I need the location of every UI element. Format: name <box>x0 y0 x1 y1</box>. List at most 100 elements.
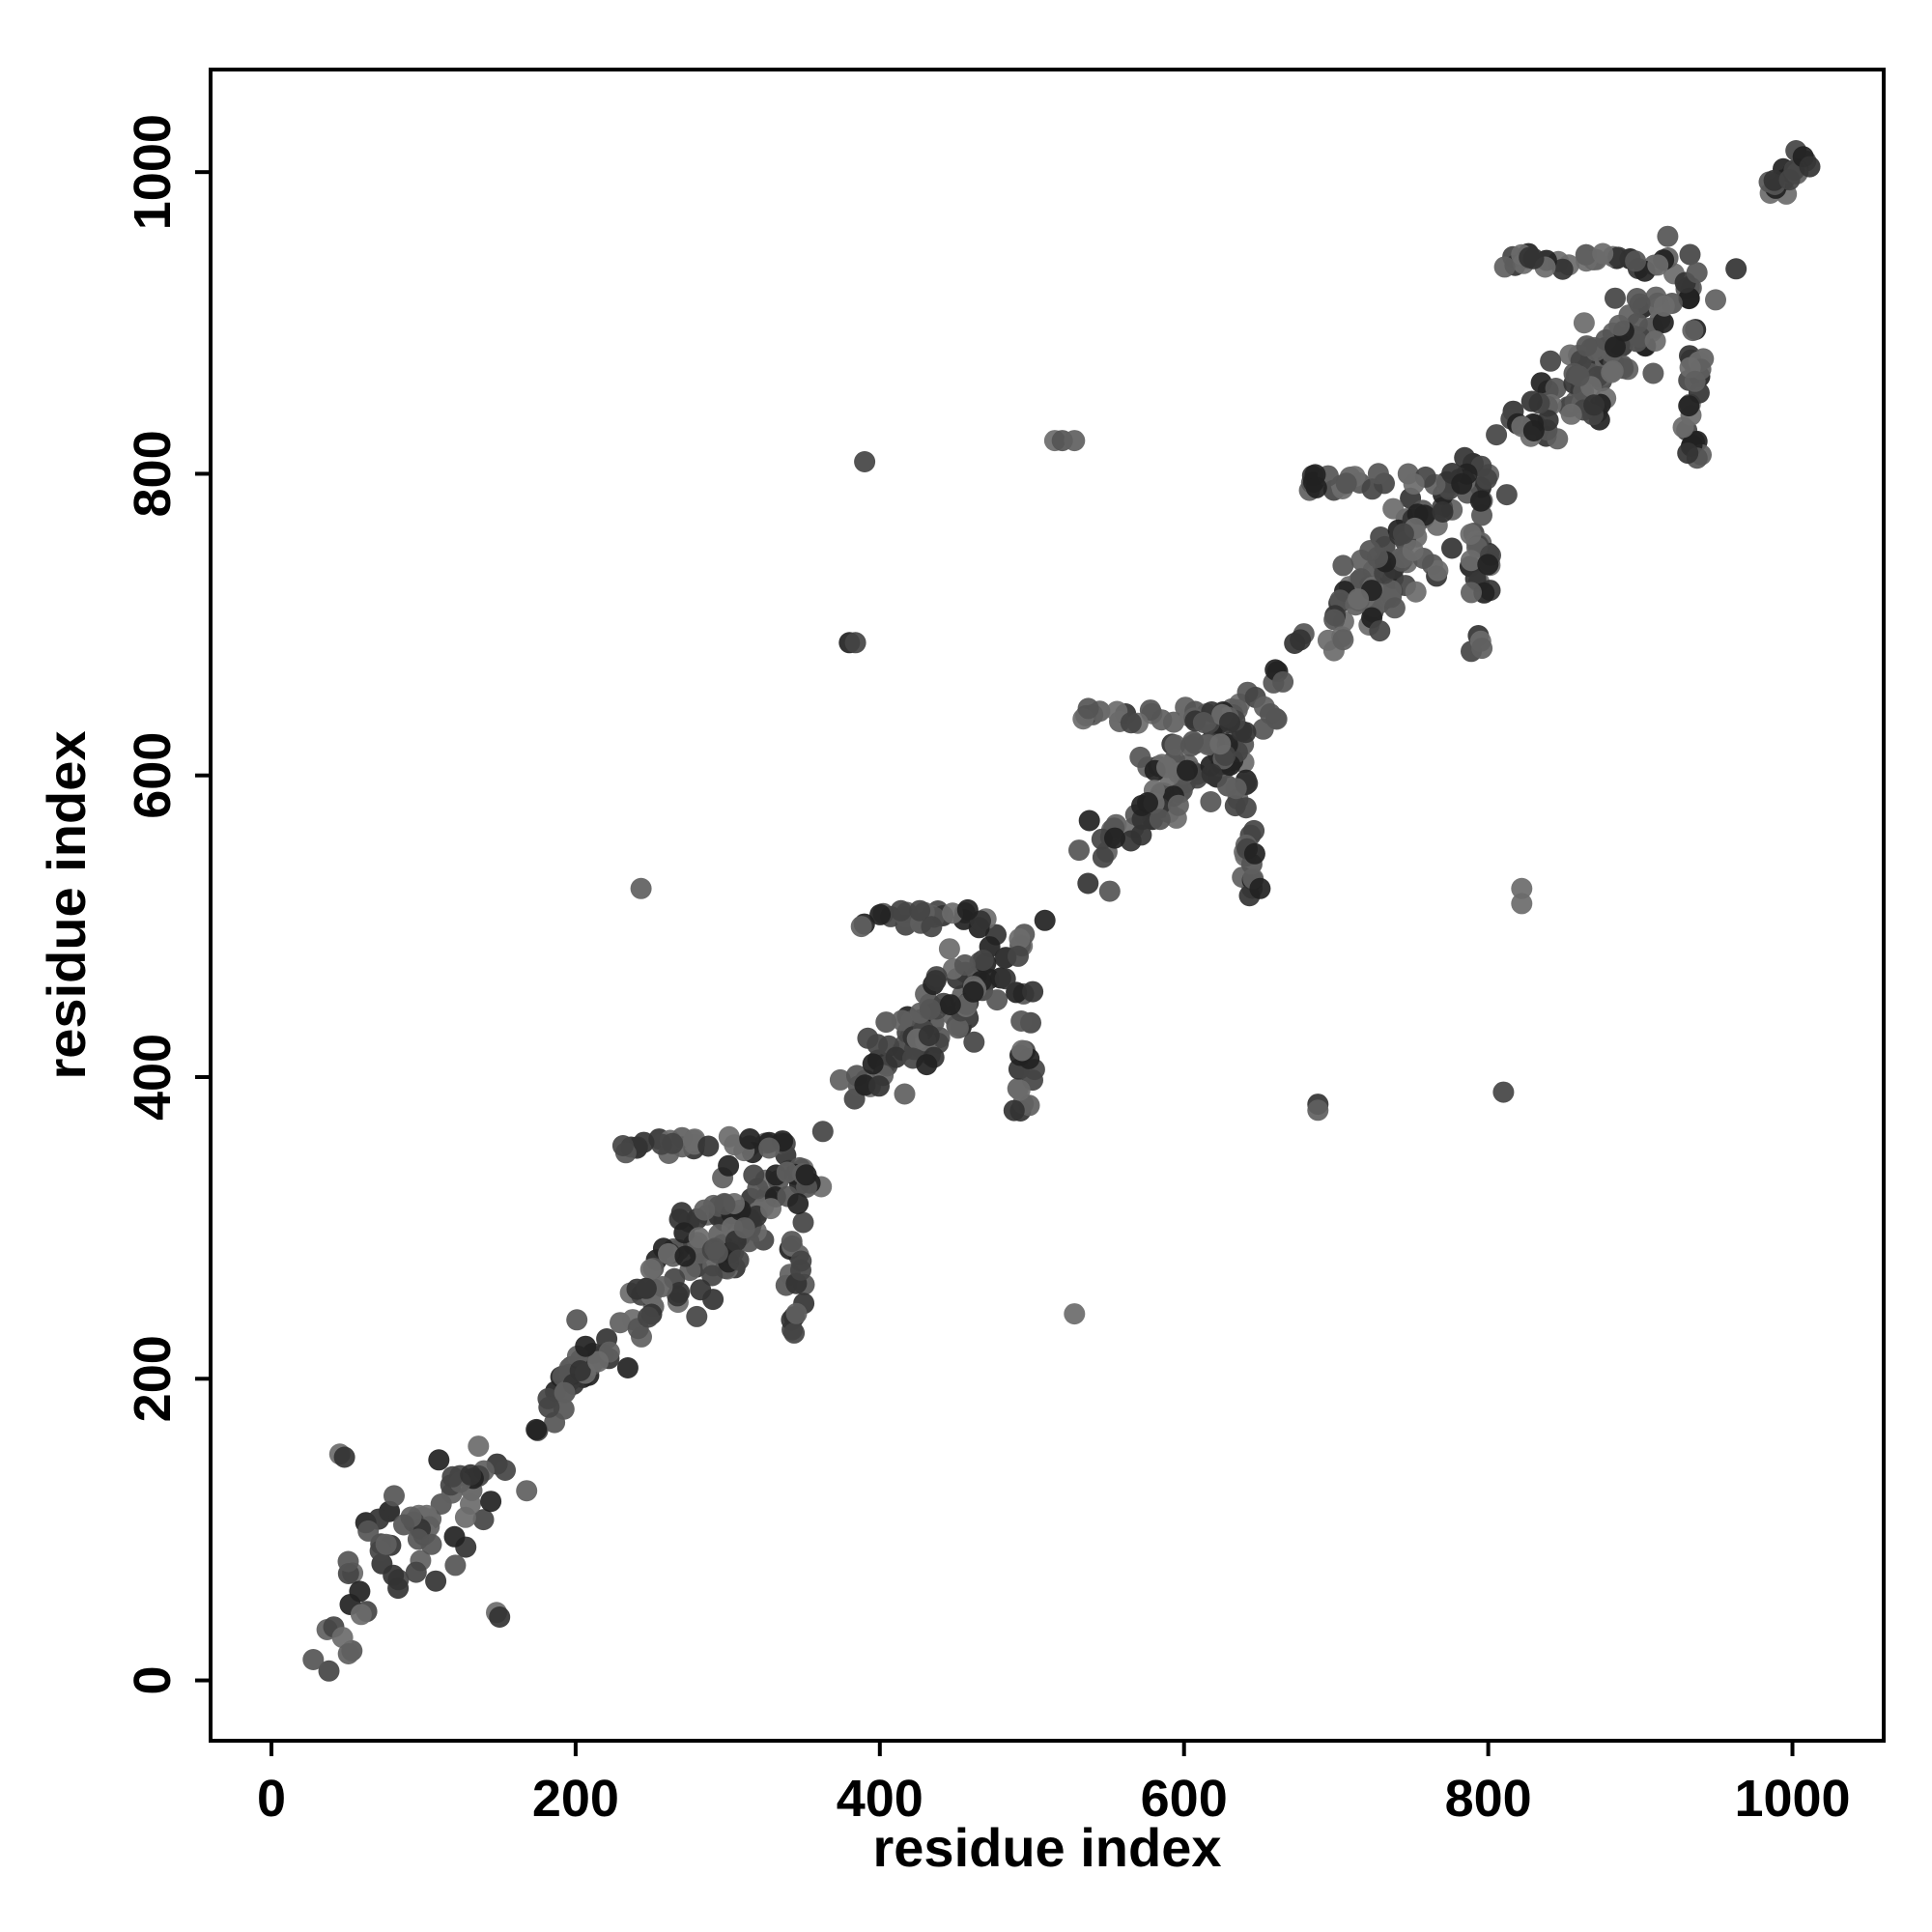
contact-point <box>407 1528 429 1550</box>
contact-point <box>1492 1081 1515 1103</box>
contact-point <box>875 1011 897 1034</box>
contact-point <box>638 1306 660 1328</box>
x-tick-label: 600 <box>1141 1770 1228 1828</box>
contact-point <box>1778 169 1801 191</box>
contact-point <box>425 1570 447 1592</box>
contact-point <box>795 1164 817 1186</box>
contact-point <box>667 1285 689 1307</box>
contact-point <box>792 1211 814 1234</box>
contact-point <box>538 1396 560 1418</box>
x-tick-label: 800 <box>1445 1770 1532 1828</box>
contact-point <box>480 1491 502 1513</box>
contact-point <box>1605 336 1626 358</box>
contact-point <box>674 1245 696 1267</box>
contact-point <box>1451 472 1473 495</box>
contact-point <box>916 1054 938 1076</box>
contact-point <box>635 1277 657 1299</box>
x-axis-title: residue index <box>872 1817 1221 1878</box>
contact-point <box>953 953 976 976</box>
contact-point <box>1243 842 1265 865</box>
contact-point <box>337 1550 359 1573</box>
contact-point <box>854 451 876 472</box>
contact-point <box>1068 839 1090 862</box>
contact-point <box>1405 581 1427 603</box>
contact-point <box>526 1418 548 1440</box>
contact-point <box>1568 365 1590 387</box>
contact-point <box>1454 446 1476 469</box>
contact-point <box>1678 395 1700 417</box>
contact-point <box>1799 156 1821 178</box>
contact-point <box>1477 554 1499 576</box>
contact-point <box>1332 554 1354 577</box>
contact-point <box>1290 629 1312 651</box>
contact-point <box>1064 430 1086 452</box>
contact-point <box>331 1627 354 1649</box>
contact-point <box>694 1199 716 1221</box>
contact-point <box>1763 169 1785 191</box>
contact-point <box>1137 792 1158 813</box>
contact-point <box>1592 242 1614 265</box>
contact-point <box>1235 797 1257 819</box>
contact-point <box>375 1533 397 1555</box>
contact-point <box>495 1460 516 1481</box>
contact-point <box>1129 746 1151 768</box>
contact-point <box>714 1193 736 1215</box>
contact-point <box>1009 927 1031 950</box>
contact-point <box>718 1154 740 1177</box>
contact-point <box>1177 759 1198 781</box>
contact-point <box>1460 550 1482 572</box>
contact-point <box>1260 703 1281 724</box>
contact-point <box>1495 484 1518 506</box>
x-tick-label: 0 <box>257 1770 286 1828</box>
contact-point <box>1583 394 1605 416</box>
contact-point <box>569 1360 591 1381</box>
contact-point <box>1092 846 1114 868</box>
y-axis-title: residue index <box>36 730 97 1079</box>
contact-point <box>697 1135 720 1157</box>
contact-point <box>868 1075 890 1097</box>
contact-point <box>443 1525 466 1548</box>
contact-point <box>1686 262 1708 284</box>
contact-point <box>1008 945 1029 967</box>
contact-point <box>939 994 961 1016</box>
contact-point <box>587 1350 610 1373</box>
contact-point <box>1034 909 1056 931</box>
contact-point <box>1725 258 1747 280</box>
contact-point <box>1369 620 1391 642</box>
contact-point <box>616 1357 639 1378</box>
contact-point <box>1626 288 1648 309</box>
contact-point <box>1493 256 1516 278</box>
contact-point <box>651 1276 673 1297</box>
contact-point <box>1323 609 1346 631</box>
contact-point <box>918 1025 940 1046</box>
contact-point <box>1520 390 1543 412</box>
contact-point <box>1551 258 1574 280</box>
contact-point <box>1672 416 1694 439</box>
contact-point <box>1684 370 1706 392</box>
contact-point <box>785 1302 808 1324</box>
contact-point <box>639 1259 662 1280</box>
contact-point <box>1380 580 1403 602</box>
contact-point <box>1427 559 1449 582</box>
contact-point <box>1272 670 1294 693</box>
contact-point <box>1120 712 1142 734</box>
y-tick-label: 600 <box>124 732 182 819</box>
contact-point <box>1403 472 1425 495</box>
contact-point <box>921 916 943 938</box>
contact-point <box>1163 711 1184 733</box>
contact-point <box>1511 893 1533 915</box>
contact-point <box>489 1606 511 1628</box>
contact-point <box>857 1027 879 1049</box>
contact-point <box>1164 734 1186 756</box>
contact-point <box>1652 312 1674 333</box>
contact-point <box>611 1135 634 1156</box>
contact-point <box>776 1161 798 1183</box>
contact-point <box>1382 497 1405 520</box>
contact-point <box>350 1604 372 1626</box>
contact-point <box>405 1561 427 1583</box>
plot-frame <box>209 68 1886 1743</box>
contact-point <box>1201 763 1223 785</box>
contact-point <box>1608 314 1631 336</box>
contact-point <box>333 1446 355 1468</box>
contact-point <box>318 1660 340 1682</box>
